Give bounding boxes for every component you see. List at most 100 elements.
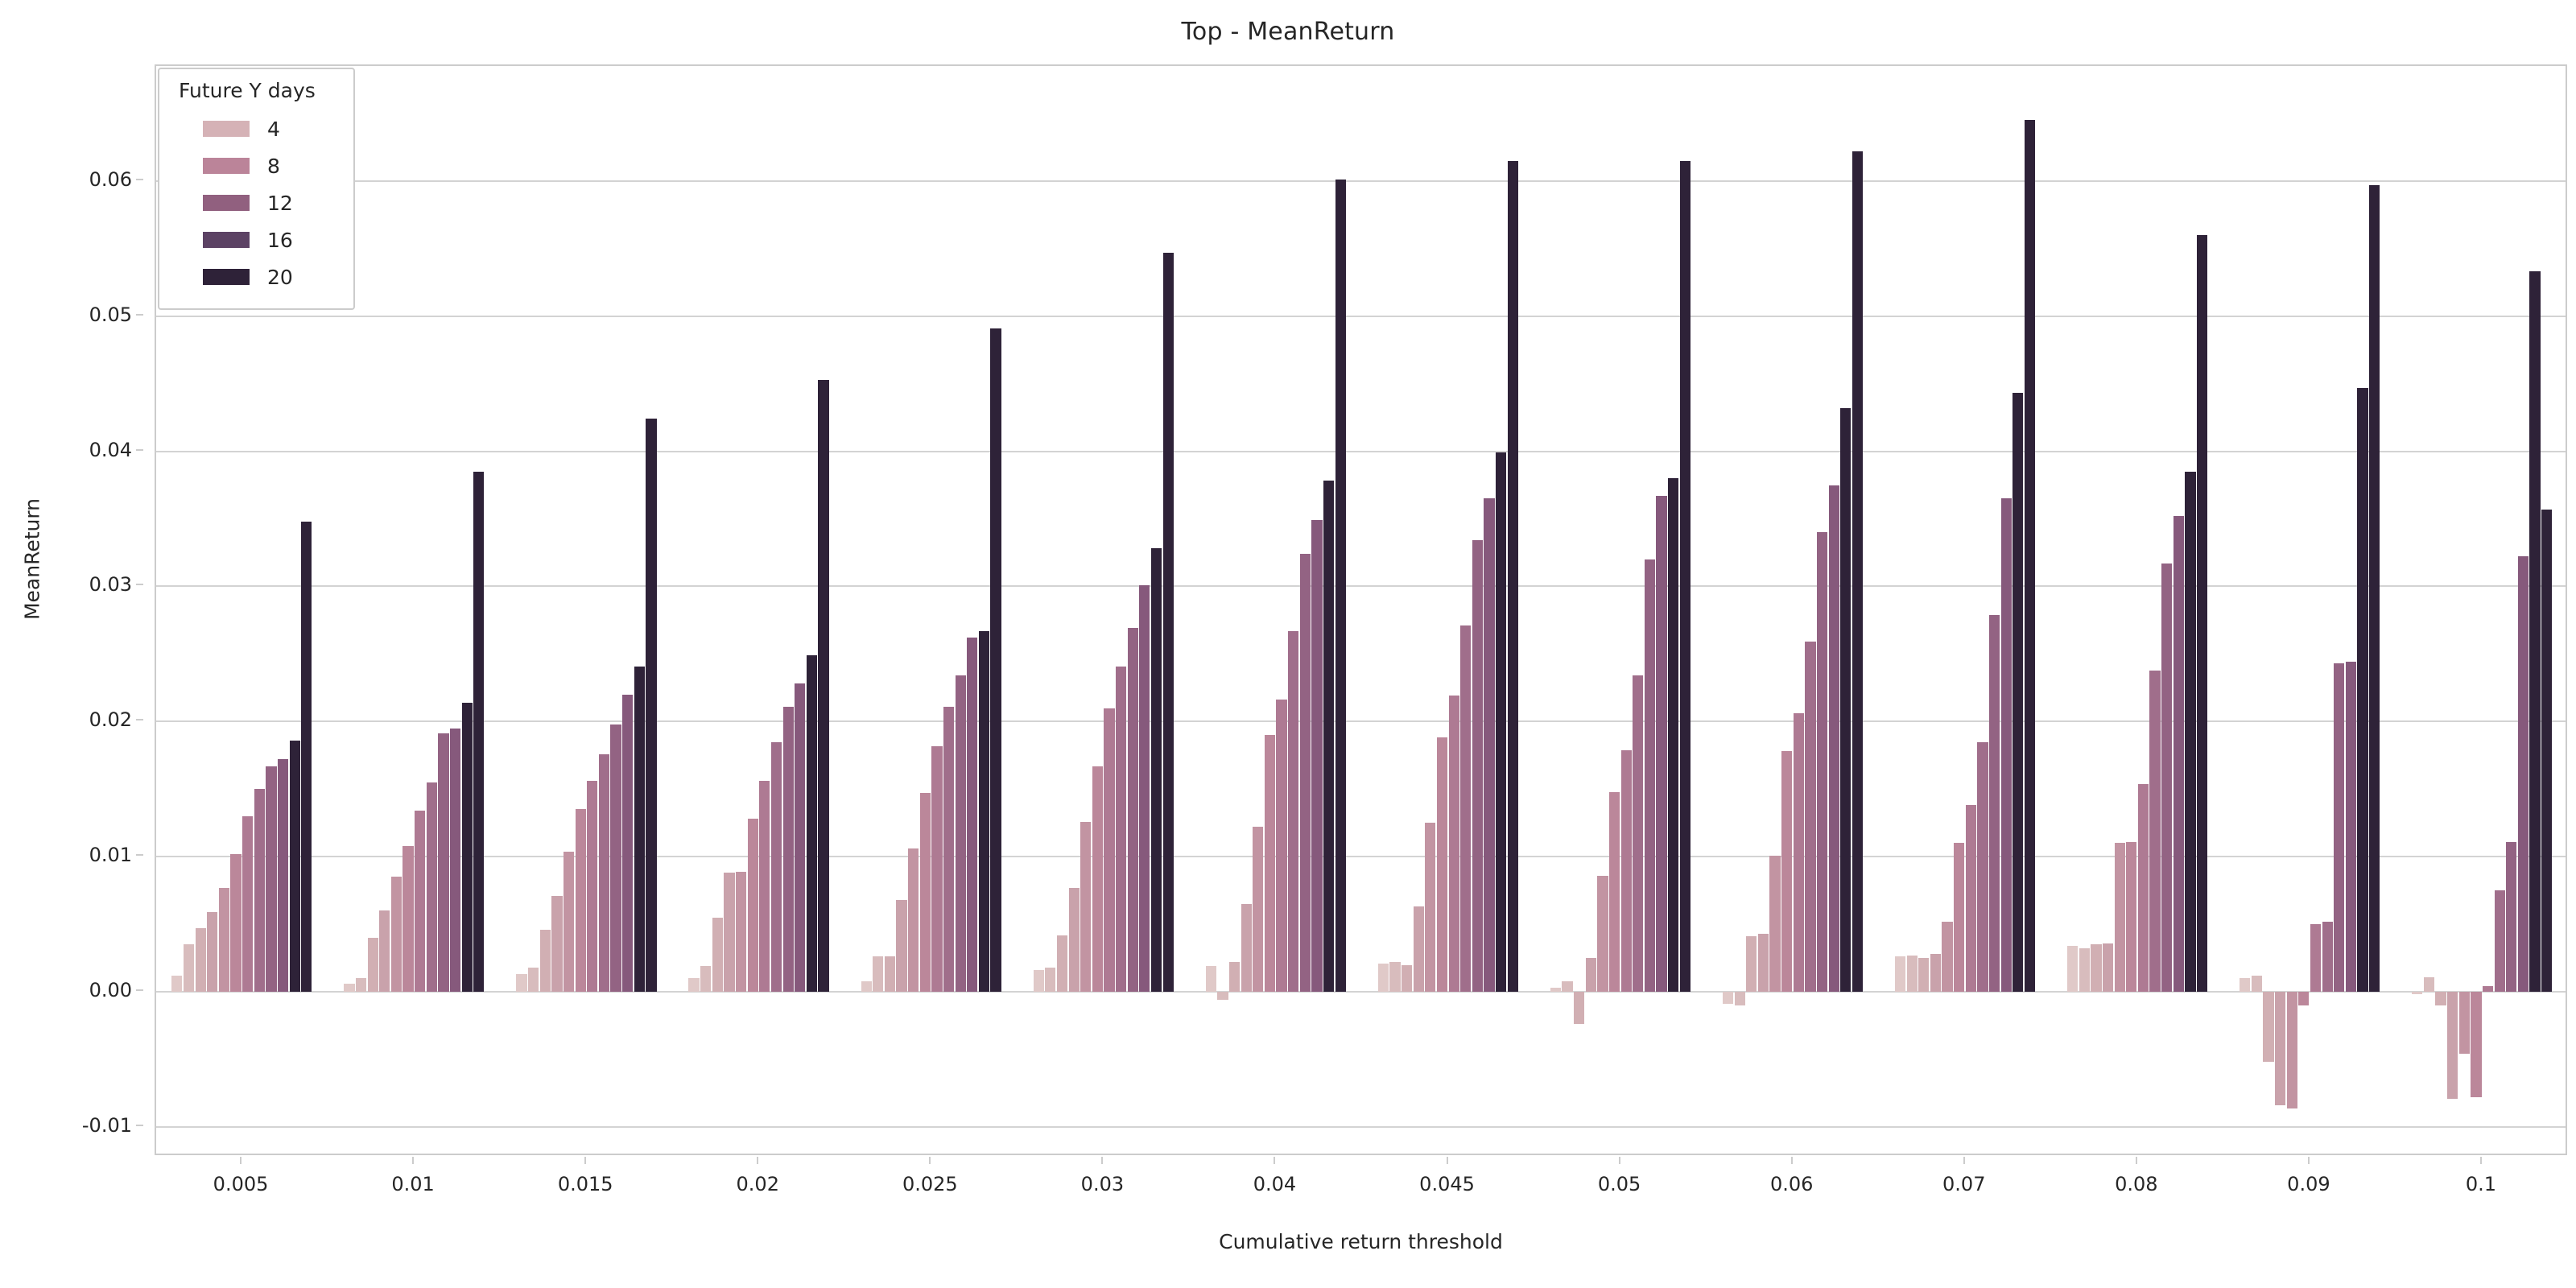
legend-item-label: 20 [267, 265, 293, 289]
bar [770, 741, 782, 993]
bar [426, 782, 437, 993]
legend-rows: 4 8 12 16 20 [177, 110, 336, 295]
bar [1496, 452, 1507, 993]
bar [2275, 992, 2286, 1106]
x-tick-mark [2479, 1157, 2482, 1164]
bar [2126, 841, 2137, 993]
bar [782, 706, 794, 993]
bar [1828, 485, 1839, 993]
x-tick-label: 0.025 [902, 1173, 958, 1195]
bar [1092, 766, 1103, 993]
bar-max [2541, 509, 2553, 993]
bar [2251, 976, 2262, 993]
gridline [156, 720, 2566, 723]
bar [806, 655, 817, 993]
bar [183, 944, 195, 993]
bar-max [1679, 160, 1690, 993]
bar-max [1162, 252, 1174, 993]
bar [438, 733, 449, 993]
bar-max [2369, 184, 2380, 993]
y-tick-label: 0.05 [89, 303, 132, 326]
bar [735, 871, 747, 993]
bar [2345, 662, 2356, 993]
x-tick-label: 0.01 [391, 1173, 435, 1195]
bar [528, 967, 539, 993]
bar [1299, 554, 1311, 993]
y-tick-label: 0.06 [89, 167, 132, 191]
gridline [156, 450, 2566, 452]
legend-item[interactable]: 20 [177, 258, 336, 295]
bar [2447, 992, 2458, 1099]
bar [402, 845, 414, 993]
x-tick-mark [584, 1157, 587, 1164]
bar [955, 675, 966, 993]
y-tick-mark [136, 719, 143, 721]
bar [2067, 946, 2079, 993]
x-tick-label: 0.02 [736, 1173, 779, 1195]
bar [622, 694, 634, 993]
bar [2263, 992, 2274, 1063]
x-axis-tick-labels: 0.005 0.01 0.015 0.02 0.025 0.03 0.04 0.045 0.05… [155, 1157, 2567, 1205]
bar [171, 976, 183, 993]
bar [861, 980, 872, 993]
legend-item[interactable]: 8 [177, 147, 336, 184]
bar [2494, 890, 2505, 993]
bar [2000, 498, 2012, 993]
bar [2482, 986, 2494, 993]
bar [931, 745, 943, 993]
bar [1644, 559, 1656, 993]
bar [355, 978, 367, 993]
bar [1757, 933, 1769, 993]
y-tick-label: 0.01 [89, 844, 132, 867]
y-tick-label: 0.02 [89, 708, 132, 732]
bar [1656, 495, 1667, 993]
x-tick-mark [929, 1157, 931, 1164]
bar [2322, 921, 2333, 993]
bar [2471, 992, 2482, 1098]
bar [230, 853, 242, 993]
bar [1264, 735, 1276, 993]
bar [700, 966, 712, 993]
legend-item[interactable]: 4 [177, 110, 336, 147]
bar [795, 683, 806, 993]
gridline [156, 585, 2566, 588]
x-tick-label: 0.06 [1769, 1173, 1814, 1195]
bar [2310, 924, 2322, 993]
legend-item[interactable]: 12 [177, 184, 336, 221]
bar [1217, 992, 1228, 1001]
bar-max [473, 471, 485, 993]
bar [1668, 478, 1679, 993]
bar [759, 781, 770, 993]
bar [712, 917, 723, 993]
y-tick-label: 0.00 [89, 979, 132, 1002]
bar [1620, 749, 1632, 993]
legend-item-label: 4 [267, 117, 280, 141]
bar [2091, 944, 2102, 993]
bar [2286, 992, 2297, 1108]
x-tick-label: 0.09 [2287, 1173, 2330, 1195]
x-tick-mark [1790, 1157, 1793, 1164]
bar [2435, 992, 2446, 1005]
bar [218, 887, 229, 993]
bar [1906, 955, 1918, 993]
bar [1311, 520, 1323, 993]
bar [516, 974, 527, 993]
bar [266, 766, 277, 993]
bar [1930, 954, 1942, 993]
legend-swatch-icon [203, 269, 250, 285]
bar [919, 793, 931, 993]
bars-container [156, 66, 2566, 1154]
x-tick-label: 0.015 [557, 1173, 613, 1195]
bar [563, 851, 575, 993]
bar [2240, 978, 2251, 993]
bar [539, 929, 551, 993]
bar [367, 937, 378, 993]
bar-max [990, 328, 1001, 993]
bar [884, 956, 896, 993]
legend-item[interactable]: 16 [177, 221, 336, 258]
bar [195, 928, 206, 993]
bar [390, 877, 402, 993]
plot-area [155, 64, 2567, 1155]
y-tick-mark [136, 1125, 143, 1127]
legend-item-label: 8 [267, 154, 280, 178]
